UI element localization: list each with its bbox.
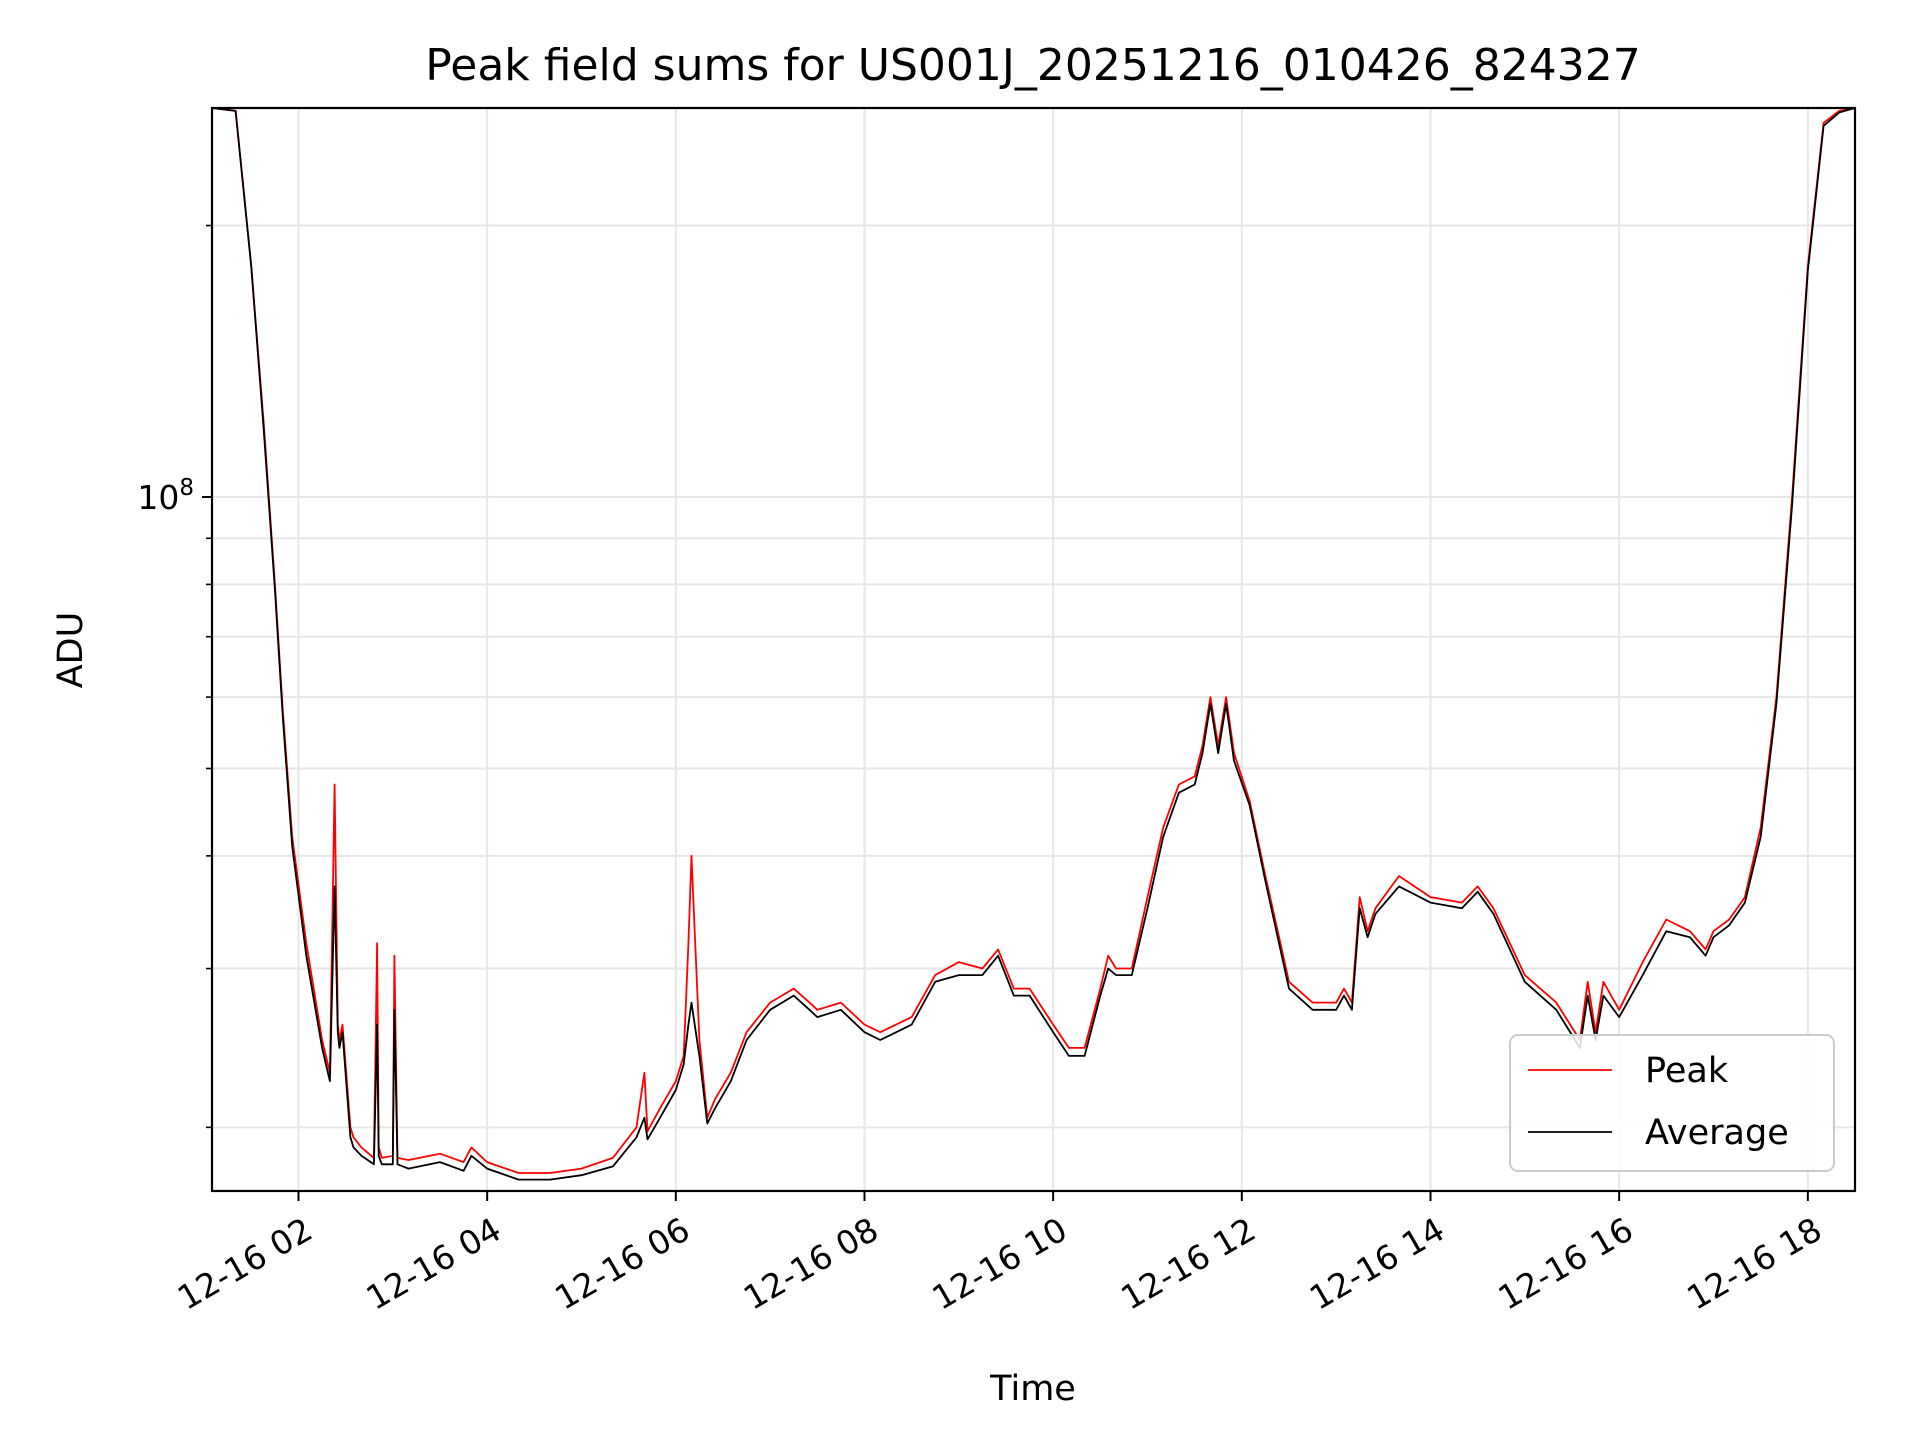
y-tick-label: 108 bbox=[137, 475, 194, 517]
x-tick-label: 12-16 14 bbox=[1303, 1210, 1451, 1318]
x-tick-label: 12-16 16 bbox=[1492, 1210, 1640, 1318]
series-line-average bbox=[211, 107, 1856, 1181]
x-tick-label: 12-16 12 bbox=[1114, 1210, 1262, 1318]
x-tick-label: 12-16 06 bbox=[548, 1210, 696, 1318]
x-tick-label: 12-16 18 bbox=[1680, 1210, 1828, 1318]
grid-lines bbox=[212, 108, 1855, 1191]
series-line-peak bbox=[211, 107, 1856, 1174]
legend-label-peak: Peak bbox=[1645, 1051, 1729, 1091]
x-tick-label: 12-16 04 bbox=[360, 1210, 508, 1318]
chart-title: Peak field sums for US001J_20251216_0104… bbox=[425, 40, 1640, 91]
y-axis-label: ADU bbox=[51, 612, 91, 689]
legend: Peak Average bbox=[1509, 1034, 1835, 1172]
legend-box bbox=[1509, 1034, 1835, 1172]
plot-frame bbox=[210, 106, 1857, 1193]
x-tick-label: 12-16 02 bbox=[171, 1210, 319, 1318]
y-axis: 108 bbox=[137, 224, 212, 1129]
x-axis-label: Time bbox=[989, 1369, 1076, 1409]
x-tick-label: 12-16 08 bbox=[737, 1210, 885, 1318]
x-tick-label: 12-16 10 bbox=[926, 1210, 1074, 1318]
series-layer bbox=[211, 107, 1856, 1181]
legend-label-average: Average bbox=[1645, 1113, 1789, 1153]
x-axis: 12-16 02 12-16 04 12-16 06 12-16 08 12-16 10… bbox=[171, 1191, 1828, 1318]
